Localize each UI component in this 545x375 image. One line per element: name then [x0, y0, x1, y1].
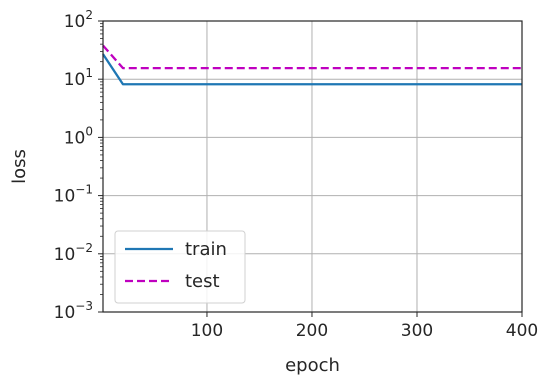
- y-tick-label-exponent: −1: [75, 183, 93, 197]
- y-tick-label: 10−1: [54, 183, 93, 207]
- y-tick-label-base: 10: [64, 128, 86, 148]
- y-tick-label-base: 10: [64, 70, 86, 90]
- x-tick-label: 300: [401, 321, 433, 341]
- axis-ticks: [98, 20, 523, 317]
- x-tick-label: 100: [191, 321, 223, 341]
- legend-label-test: test: [185, 271, 220, 292]
- y-tick-label-base: 10: [54, 245, 76, 265]
- y-tick-label-base: 10: [54, 303, 76, 323]
- y-tick-label: 101: [64, 66, 93, 90]
- series-line-train: [102, 53, 522, 86]
- y-tick-label: 10−3: [54, 299, 93, 323]
- y-tick-label: 100: [64, 124, 93, 148]
- x-tick-label: 400: [506, 321, 538, 341]
- legend-label-train: train: [185, 239, 227, 260]
- y-tick-label-exponent: 0: [85, 124, 93, 138]
- y-tick-label-base: 10: [64, 12, 86, 32]
- y-tick-label-exponent: −2: [75, 241, 93, 255]
- y-tick-label-exponent: −3: [75, 299, 93, 313]
- x-axis-label: epoch: [285, 355, 340, 375]
- y-tick-label: 102: [64, 8, 93, 32]
- y-axis-label: loss: [9, 149, 30, 184]
- x-tick-label: 200: [296, 321, 328, 341]
- series-line-test: [102, 44, 522, 70]
- y-tick-label-exponent: 2: [85, 8, 93, 22]
- y-tick-label-base: 10: [54, 187, 76, 207]
- y-tick-label-exponent: 1: [85, 66, 93, 80]
- y-tick-label: 10−2: [54, 241, 93, 265]
- plot-frame: [102, 20, 523, 313]
- series-lines: [102, 44, 522, 86]
- legend: train test: [114, 230, 246, 304]
